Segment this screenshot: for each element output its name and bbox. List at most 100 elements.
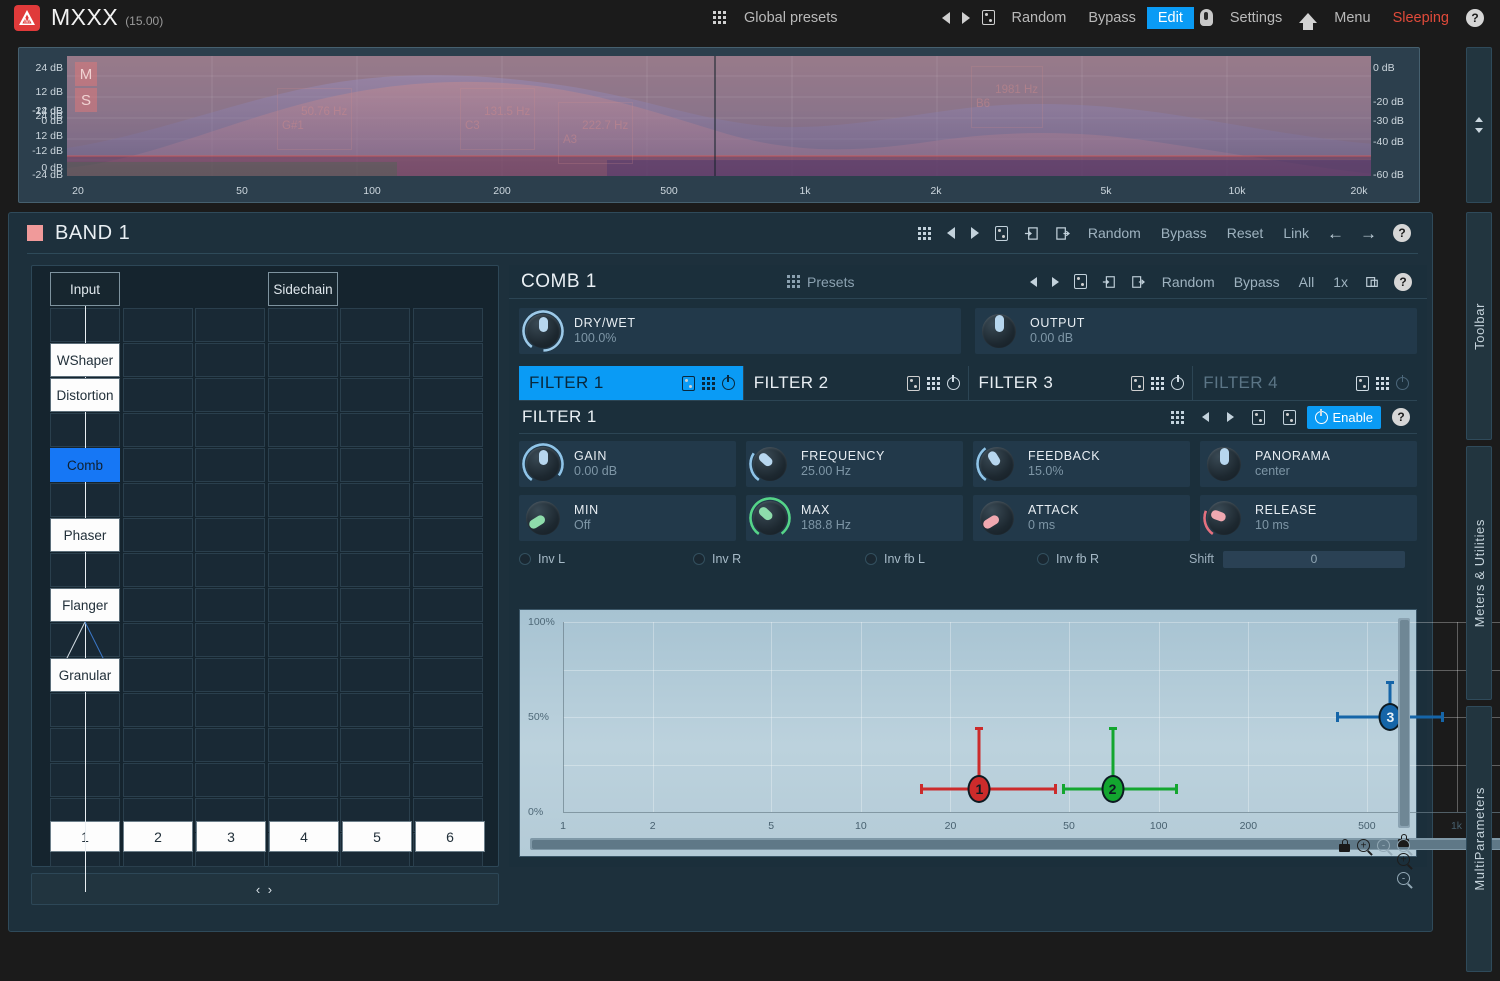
rack-cell[interactable] (340, 448, 410, 482)
rack-cell[interactable] (122, 518, 193, 552)
rack-cell[interactable] (412, 623, 483, 657)
filter-3-power-icon[interactable] (1171, 374, 1185, 390)
tab-filter-2[interactable]: FILTER 2 (744, 366, 969, 400)
alert-icon[interactable] (1194, 9, 1219, 26)
node-level-bar[interactable] (1111, 728, 1115, 790)
filter-dice2-icon[interactable] (1276, 409, 1303, 425)
band-select-4[interactable]: 4 (269, 821, 339, 852)
rack-cell[interactable] (340, 483, 410, 517)
rack-sidechain-node[interactable]: Sidechain (268, 272, 338, 306)
filter-3-dice-icon[interactable] (1131, 375, 1145, 391)
comb-presets-group[interactable]: Presets (787, 274, 854, 290)
release-knob[interactable] (1203, 497, 1245, 539)
rack-cell[interactable] (267, 308, 338, 342)
rack-cell[interactable] (195, 413, 265, 447)
rack-cell[interactable] (412, 693, 483, 727)
rack-cell[interactable] (267, 693, 338, 727)
comb-presets-label[interactable]: Presets (807, 273, 855, 290)
band-move-left-icon[interactable]: ← (1327, 223, 1344, 243)
rack-cell[interactable] (195, 448, 265, 482)
output-knob[interactable] (978, 310, 1020, 352)
rack-cell[interactable] (412, 553, 483, 587)
rack-cell[interactable] (195, 483, 265, 517)
node-range-cap[interactable] (1062, 784, 1066, 795)
attack-knob[interactable] (976, 497, 1018, 539)
rack-cell[interactable] (267, 343, 338, 377)
band-link-button[interactable]: Link (1283, 225, 1309, 241)
graph-horizontal-scrollbar[interactable] (530, 838, 1500, 850)
rack-cell[interactable] (267, 658, 338, 692)
spectrum-analyzer[interactable]: 24 dB 12 dB 0 dB -12 dB -24 dB (18, 47, 1420, 203)
rack-cell[interactable] (412, 378, 483, 412)
filter-4-dice-icon[interactable] (1356, 375, 1369, 391)
node-level-cap[interactable] (975, 726, 984, 730)
preset-random-dice-icon[interactable] (976, 10, 1001, 25)
rack-module-flanger[interactable]: Flanger (50, 588, 120, 622)
rack-cell[interactable] (122, 553, 193, 587)
band-help-icon[interactable]: ? (1386, 224, 1418, 242)
band-select-5[interactable]: 5 (342, 821, 412, 852)
module-rack[interactable]: Input Sidechain WShaper Distortion Comb … (31, 265, 499, 892)
band-export-icon[interactable] (1048, 226, 1077, 241)
rack-input-node[interactable]: Input (50, 272, 120, 306)
rack-cell[interactable] (195, 308, 265, 342)
frequency-control[interactable]: FREQUENCY 25.00 Hz (746, 441, 963, 487)
rack-cell[interactable] (195, 343, 265, 377)
panorama-control[interactable]: PANORAMA center (1200, 441, 1417, 487)
comb-all-button[interactable]: All (1298, 273, 1315, 290)
band-import-icon[interactable] (1017, 226, 1046, 241)
help-icon[interactable]: ? (1460, 8, 1490, 27)
rack-module-distortion[interactable]: Distortion (50, 378, 120, 412)
rack-cell[interactable] (267, 728, 338, 762)
filter-2-grid-icon[interactable] (926, 376, 940, 390)
filter-4-power-icon[interactable] (1396, 374, 1409, 390)
rack-cell[interactable] (340, 763, 410, 797)
min-knob[interactable] (522, 497, 564, 539)
rack-cell[interactable] (412, 658, 483, 692)
feedback-knob[interactable] (976, 443, 1018, 485)
rack-cell[interactable] (122, 378, 193, 412)
band-bypass-button[interactable]: Bypass (1160, 225, 1207, 241)
comb-random-button[interactable]: Random (1161, 273, 1215, 290)
node-level-cap[interactable] (1386, 681, 1395, 685)
min-control[interactable]: MIN Off (519, 495, 736, 541)
rack-module-comb[interactable]: Comb (50, 448, 120, 482)
panorama-knob[interactable] (1203, 443, 1245, 485)
rack-cell[interactable] (195, 728, 265, 762)
filter-next-icon[interactable] (1220, 412, 1241, 422)
analyzer-resize-handle[interactable] (1466, 47, 1492, 203)
edit-button[interactable]: Edit (1146, 6, 1194, 29)
rack-cell[interactable] (122, 658, 193, 692)
node-level-cap[interactable] (1108, 726, 1117, 730)
filter-1-grid-icon[interactable] (701, 376, 715, 390)
attack-control[interactable]: ATTACK 0 ms (973, 495, 1190, 541)
node-range-cap[interactable] (1175, 784, 1179, 795)
mid-badge[interactable]: M (75, 62, 97, 86)
filter-3-grid-icon[interactable] (1151, 376, 1165, 390)
node-range-cap[interactable] (1053, 784, 1057, 795)
rack-cell[interactable] (267, 413, 338, 447)
band-color-swatch[interactable] (27, 225, 43, 241)
rack-cell[interactable] (267, 378, 338, 412)
home-icon[interactable] (1293, 12, 1323, 30)
rack-cell[interactable] (195, 658, 265, 692)
rack-cell[interactable] (412, 448, 483, 482)
rack-cell[interactable] (412, 308, 483, 342)
rack-cell[interactable] (267, 553, 338, 587)
rack-module-granular[interactable]: Granular (50, 658, 120, 692)
frequency-knob[interactable] (749, 443, 791, 485)
rack-cell[interactable] (340, 343, 410, 377)
filter-1-power-icon[interactable] (721, 374, 735, 390)
rack-cell[interactable] (340, 553, 410, 587)
filter-node-graph[interactable]: 100%50%0%1251020501002005001k2k5k10k20k1… (519, 609, 1500, 885)
rack-cell[interactable] (412, 763, 483, 797)
drywet-knob[interactable] (522, 310, 564, 352)
rack-cell[interactable] (122, 343, 193, 377)
sidebar-tab-meters[interactable]: Meters & Utilities (1466, 446, 1492, 700)
graph-v-zoom-in-icon[interactable]: + (1397, 853, 1410, 866)
rack-cell[interactable] (340, 308, 410, 342)
band-move-right-icon[interactable]: → (1360, 223, 1377, 243)
rack-cell[interactable] (340, 658, 410, 692)
graph-vertical-scrollbar[interactable] (1398, 618, 1410, 828)
comb-rate-button[interactable]: 1x (1333, 273, 1348, 290)
